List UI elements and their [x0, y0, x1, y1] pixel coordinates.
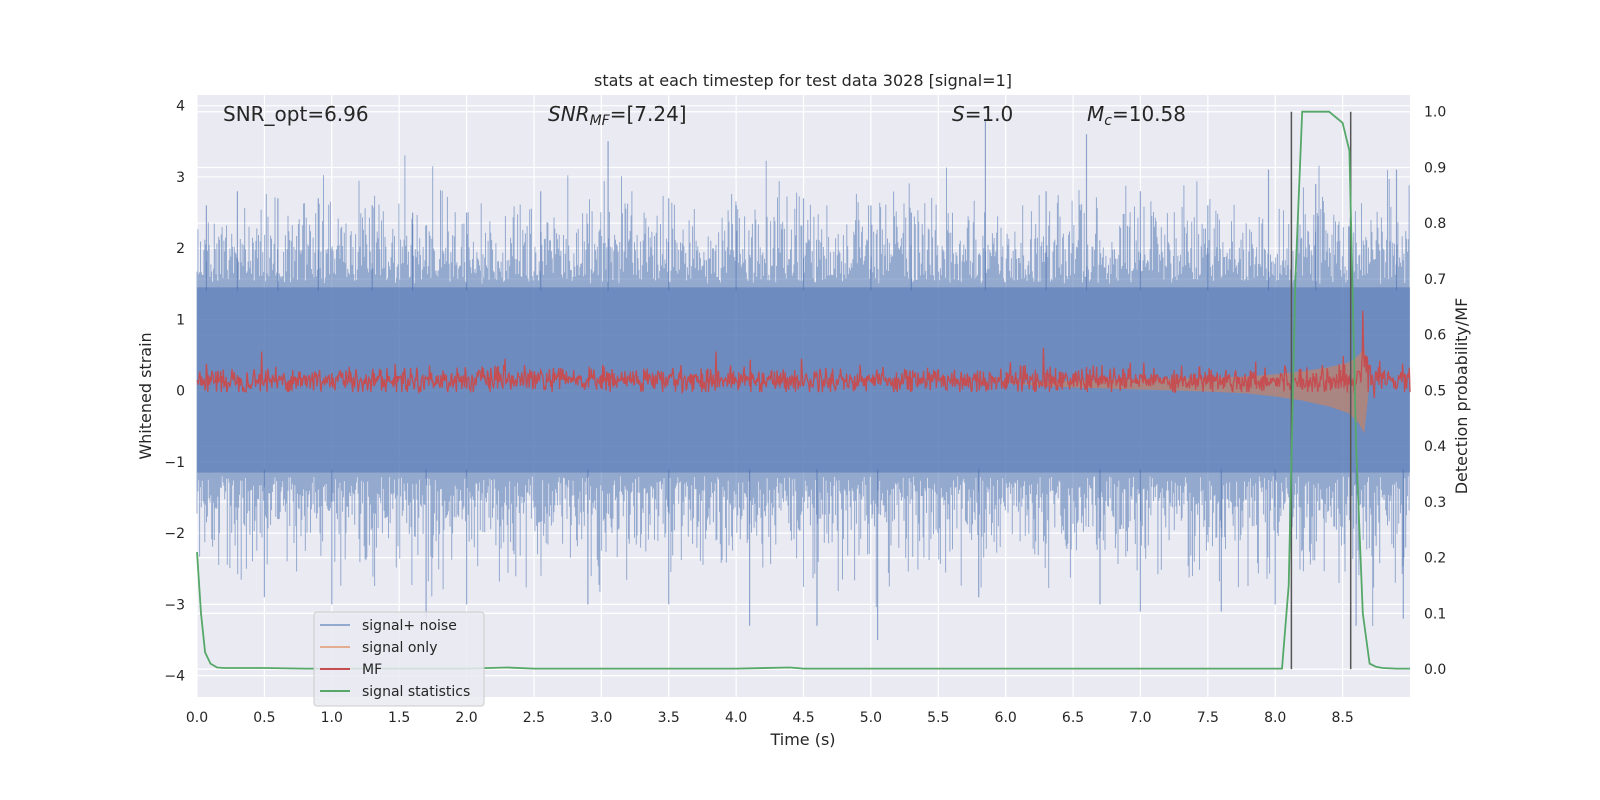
x-tick-label: 0.0 [186, 710, 208, 726]
tick-labels: 0.0 0.5 1.0 1.5 2.0 2.5 3.0 3.5 4.0 4.5 5.0 5.5 6.0 6… [164, 99, 1446, 726]
chart-title: stats at each timestep for test data 302… [594, 71, 1012, 90]
legend-label-signal-statistics: signal statistics [362, 684, 470, 700]
legend: signal+ noise signal only MF signal stat… [313, 611, 485, 707]
x-tick-label: 5.0 [860, 710, 882, 726]
x-axis-label: Time (s) [769, 730, 835, 749]
legend-label-mf: MF [362, 662, 382, 678]
y-tick-label-right: 0.4 [1424, 439, 1446, 455]
annotation-mc: Mc=10.58 [1087, 102, 1186, 129]
y-tick-label-left: 0 [176, 384, 185, 400]
legend-label-signal-only: signal only [362, 640, 437, 656]
y-tick-label-left: −4 [164, 669, 185, 685]
y-tick-label-right: 1.0 [1424, 105, 1446, 121]
x-tick-label: 4.0 [725, 710, 747, 726]
y-tick-label-left: −1 [164, 455, 185, 471]
y-tick-label-right: 0.5 [1424, 383, 1446, 399]
signal-statistics-series [196, 110, 1410, 670]
y-tick-label-right: 0.9 [1424, 160, 1446, 176]
signal-only-envelope [1005, 347, 1370, 434]
mf-line [196, 310, 1411, 399]
x-tick-label: 1.0 [321, 710, 343, 726]
s-value: =1.0 [965, 102, 1014, 126]
x-tick-label: 7.0 [1129, 710, 1151, 726]
y-tick-label-right: 0.1 [1424, 606, 1446, 622]
x-tick-label: 7.5 [1197, 710, 1219, 726]
snr-mf-value: =[7.24] [610, 102, 687, 126]
y-tick-label-left: 2 [176, 241, 185, 257]
x-tick-label: 1.5 [388, 710, 410, 726]
y-tick-label-right: 0.2 [1424, 551, 1446, 567]
x-tick-label: 3.5 [658, 710, 680, 726]
x-tick-label: 2.5 [523, 710, 545, 726]
x-tick-label: 8.0 [1264, 710, 1286, 726]
y-tick-label-right: 0.7 [1424, 272, 1446, 288]
annotation-snr-opt: SNR_opt=6.96 [223, 102, 369, 126]
y-tick-label-left: −2 [164, 526, 185, 542]
y-tick-label-right: 0.3 [1424, 495, 1446, 511]
x-tick-label: 4.5 [792, 710, 814, 726]
y-tick-label-left: −3 [164, 597, 185, 613]
x-tick-label: 6.0 [995, 710, 1017, 726]
x-tick-label: 6.5 [1062, 710, 1084, 726]
y-axis-label-left: Whitened strain [136, 332, 155, 459]
mc-label: M [1087, 102, 1104, 126]
signal-noise-extremes [205, 119, 1404, 640]
mf-series [196, 310, 1411, 399]
signal-statistics-line [196, 110, 1410, 670]
signal-only-series [1005, 347, 1370, 434]
y-tick-label-left: 3 [176, 170, 185, 186]
y-axis-label-right: Detection probability/MF [1452, 298, 1471, 495]
y-tick-label-left: 4 [176, 99, 185, 115]
y-tick-label-right: 0.6 [1424, 328, 1446, 344]
mc-value: =10.58 [1112, 102, 1186, 126]
snr-mf-prefix: SNR [548, 102, 590, 126]
y-tick-label-right: 0.8 [1424, 216, 1446, 232]
s-label: S [952, 102, 965, 126]
x-tick-label: 3.0 [590, 710, 612, 726]
mc-sub: c [1104, 113, 1112, 129]
y-tick-label-right: 0.0 [1424, 662, 1446, 678]
x-tick-label: 2.0 [455, 710, 477, 726]
snr-mf-sub: MF [590, 113, 611, 129]
annotation-snr-mf: SNRMF=[7.24] [548, 102, 687, 129]
legend-label-signal-noise: signal+ noise [362, 618, 457, 634]
y-tick-label-left: 1 [176, 312, 185, 328]
legend-box [313, 611, 485, 707]
x-tick-label: 5.5 [927, 710, 949, 726]
x-tick-label: 0.5 [253, 710, 275, 726]
x-tick-label: 8.5 [1331, 710, 1353, 726]
annotation-s: S=1.0 [952, 102, 1013, 126]
